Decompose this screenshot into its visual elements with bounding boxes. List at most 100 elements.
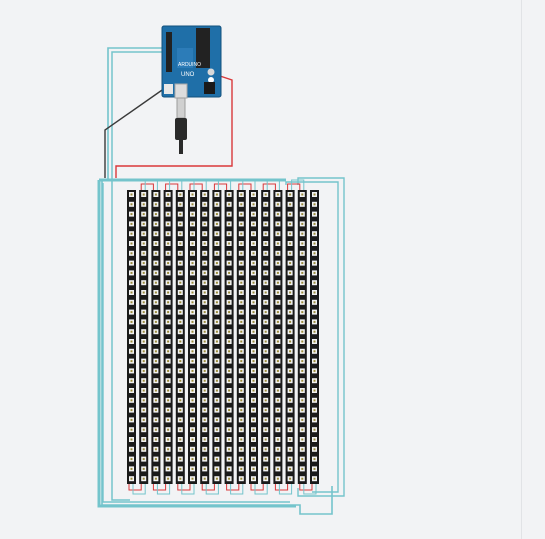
led-chip	[276, 399, 279, 402]
led-chip	[313, 389, 316, 392]
led-chip	[179, 291, 182, 294]
led-chip	[313, 477, 316, 480]
led-strip[interactable]	[297, 190, 307, 484]
led-strip[interactable]	[249, 190, 258, 484]
led-chip	[313, 409, 316, 412]
led-chip	[252, 409, 255, 412]
led-chip	[142, 399, 145, 402]
led-chip	[215, 203, 218, 206]
strip-data-link[interactable]	[266, 179, 280, 190]
strip-data-link[interactable]	[156, 484, 171, 495]
led-chip	[179, 262, 182, 265]
led-chip	[301, 340, 304, 343]
strip-data-link[interactable]	[205, 484, 219, 495]
led-chip	[215, 438, 218, 441]
led-chip	[264, 438, 267, 441]
led-chip	[215, 242, 218, 245]
usb-plug-icon[interactable]	[174, 83, 188, 154]
led-strip[interactable]	[127, 190, 136, 484]
strip-data-link[interactable]	[291, 179, 305, 190]
led-strip[interactable]	[163, 190, 173, 484]
strip-power-link[interactable]	[213, 183, 228, 190]
reset-button-icon[interactable]	[207, 68, 215, 76]
strip-power-link[interactable]	[299, 484, 313, 491]
led-chip	[313, 213, 316, 216]
led-chip	[179, 340, 182, 343]
led-strip[interactable]	[139, 190, 149, 484]
led-strip[interactable]	[273, 190, 283, 484]
strip-data-link[interactable]	[132, 484, 146, 495]
led-strip[interactable]	[285, 190, 295, 484]
strip-power-link[interactable]	[250, 484, 264, 491]
strip-data-link[interactable]	[278, 484, 293, 495]
led-chip	[191, 379, 194, 382]
led-chip	[240, 438, 243, 441]
analog-header[interactable]	[166, 32, 172, 72]
power-wire[interactable]	[115, 75, 233, 178]
led-strip[interactable]	[310, 190, 319, 484]
strip-power-link[interactable]	[262, 183, 276, 190]
data-wire-right-loop-2[interactable]	[285, 181, 339, 493]
ground-wire[interactable]	[104, 87, 166, 178]
led-chip	[276, 320, 279, 323]
led-chip	[154, 340, 157, 343]
led-chip	[252, 477, 255, 480]
data-bus-frame-inner[interactable]	[102, 183, 290, 503]
wiring-back-layer	[97, 47, 345, 515]
led-strip[interactable]	[200, 190, 210, 484]
led-chip	[179, 213, 182, 216]
digital-header[interactable]	[196, 28, 210, 68]
led-strip[interactable]	[224, 190, 234, 484]
arduino-uno-board[interactable]: ARDUINO UNO	[161, 25, 222, 98]
strip-power-link[interactable]	[189, 183, 203, 190]
led-chip	[301, 399, 304, 402]
led-chip	[179, 409, 182, 412]
strip-data-link[interactable]	[169, 179, 183, 190]
led-chip	[191, 399, 194, 402]
led-chip	[142, 340, 145, 343]
strip-power-link[interactable]	[226, 484, 240, 491]
led-strip[interactable]	[151, 190, 161, 484]
strip-data-link[interactable]	[181, 484, 195, 495]
led-chip	[301, 409, 304, 412]
strip-power-link[interactable]	[238, 183, 252, 190]
led-chip	[240, 203, 243, 206]
strip-power-link[interactable]	[287, 183, 301, 190]
led-chip	[264, 232, 267, 235]
strip-data-link[interactable]	[242, 179, 256, 190]
strip-data-link[interactable]	[254, 484, 268, 495]
led-chip	[252, 203, 255, 206]
led-strip[interactable]	[188, 190, 197, 484]
strip-power-link[interactable]	[165, 183, 179, 190]
strip-power-link[interactable]	[177, 484, 191, 491]
led-chip	[313, 271, 316, 274]
led-chip	[191, 409, 194, 412]
led-chip	[130, 232, 133, 235]
strip-data-link[interactable]	[230, 484, 244, 495]
strip-power-link[interactable]	[140, 183, 154, 190]
strip-data-link[interactable]	[193, 179, 207, 190]
strip-power-link[interactable]	[274, 484, 289, 491]
strip-data-link[interactable]	[217, 179, 232, 190]
data-wire-main[interactable]	[111, 51, 165, 501]
strip-data-link[interactable]	[303, 484, 317, 495]
data-wire-right-loop-1[interactable]	[297, 177, 345, 497]
led-chip	[191, 477, 194, 480]
led-strip[interactable]	[175, 190, 185, 484]
led-strip[interactable]	[261, 190, 271, 484]
led-chip	[191, 320, 194, 323]
strip-power-link[interactable]	[201, 484, 215, 491]
led-chip	[179, 350, 182, 353]
led-chip	[228, 350, 231, 353]
led-chip	[203, 320, 206, 323]
strip-power-link[interactable]	[152, 484, 167, 491]
led-chip	[179, 330, 182, 333]
led-chip	[215, 467, 218, 470]
led-strip[interactable]	[236, 190, 246, 484]
strip-power-link[interactable]	[128, 484, 142, 491]
led-strip[interactable]	[212, 190, 222, 484]
strip-data-link[interactable]	[144, 179, 158, 190]
led-chip	[313, 311, 316, 314]
led-chip	[264, 418, 267, 421]
